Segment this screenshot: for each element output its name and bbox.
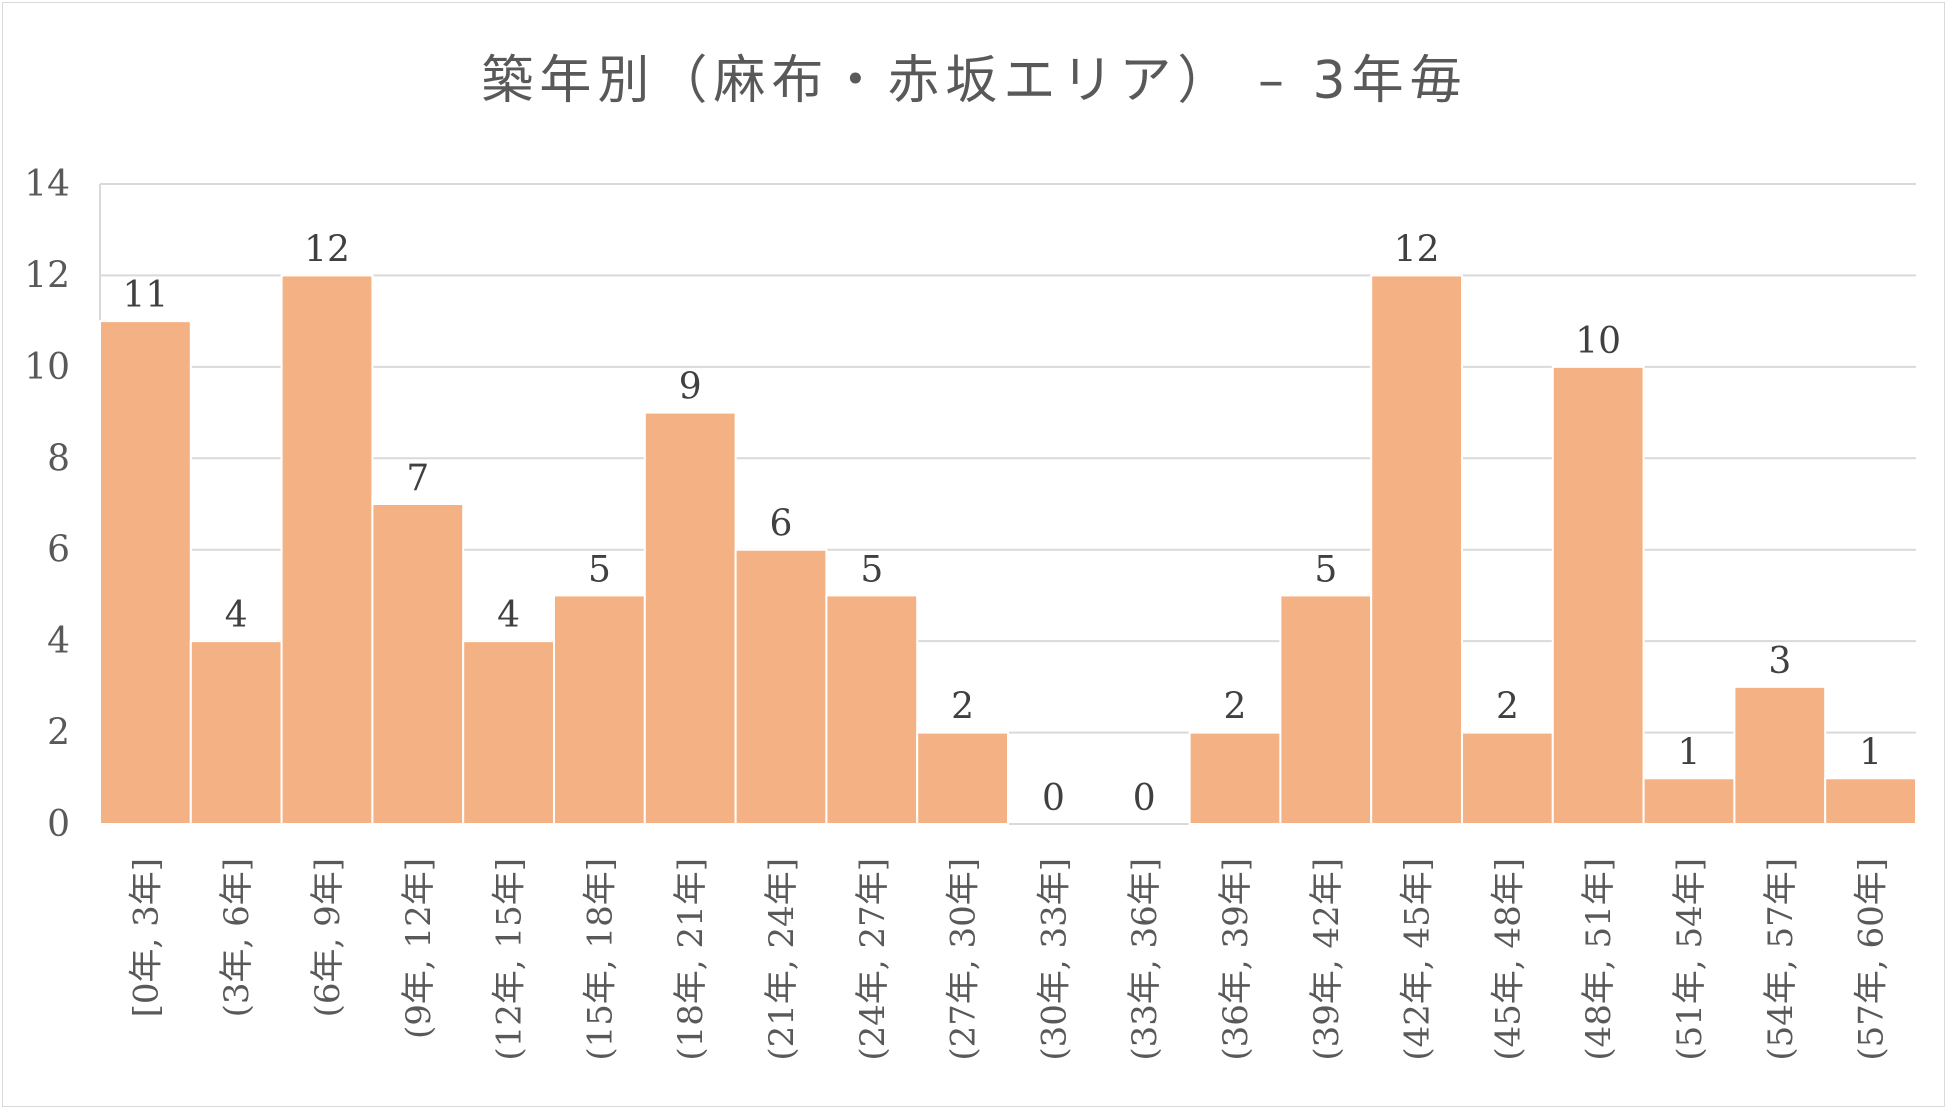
- bar: [1733, 685, 1827, 825]
- bar: [1642, 777, 1736, 825]
- x-tick-label: (12年, 15年]: [490, 858, 530, 1061]
- data-label: 6: [770, 504, 793, 545]
- bar: [1824, 777, 1917, 825]
- data-label: 7: [406, 458, 429, 499]
- x-tick-label: (51年, 54年]: [1670, 858, 1710, 1061]
- bar: [1461, 731, 1554, 825]
- x-tick-label: (3年, 6年]: [217, 858, 257, 1017]
- data-label: 2: [951, 687, 974, 728]
- x-tick-label: (33年, 36年]: [1125, 858, 1165, 1061]
- data-label: 5: [1314, 549, 1337, 590]
- bar: [1370, 274, 1463, 825]
- bar: [553, 594, 646, 826]
- x-tick-label: (27年, 30年]: [944, 858, 984, 1061]
- data-label: 0: [1042, 778, 1065, 819]
- data-label: 1: [1859, 732, 1882, 773]
- chart-title: 築年別（麻布・赤坂エリア） – 3年毎: [481, 51, 1468, 111]
- x-tick-label: (42年, 45年]: [1398, 858, 1438, 1061]
- x-tick-label: [0年, 3年]: [126, 858, 166, 1017]
- y-tick-label: 0: [47, 804, 70, 845]
- y-tick-label: 8: [47, 438, 70, 479]
- bar: [99, 320, 192, 825]
- data-label: 10: [1575, 321, 1621, 362]
- data-label: 2: [1496, 687, 1519, 728]
- bar: [916, 731, 1010, 825]
- x-axis: [0年, 3年] (3年, 6年] (6年, 9年] (9年, 12年] (12年, 1…: [126, 858, 1891, 1061]
- y-tick-label: 12: [24, 255, 70, 296]
- x-tick-label: (57年, 60年]: [1852, 858, 1892, 1061]
- data-label: 2: [1224, 687, 1247, 728]
- data-label: 3: [1768, 641, 1791, 682]
- data-label: 12: [304, 229, 350, 270]
- x-tick-label: (45年, 48年]: [1488, 858, 1528, 1061]
- x-tick-label: (36年, 39年]: [1216, 858, 1256, 1061]
- data-label: 9: [679, 367, 702, 408]
- x-tick-label: (6年, 9年]: [308, 858, 348, 1017]
- data-label: 4: [225, 595, 248, 636]
- y-tick-label: 2: [47, 713, 70, 754]
- y-axis: 0 2 4 6 8 10 12 14: [24, 164, 70, 845]
- data-label: 4: [497, 595, 520, 636]
- bar: [189, 640, 283, 826]
- data-label: 11: [122, 275, 168, 316]
- x-tick-label: (15年, 18年]: [580, 858, 620, 1061]
- y-tick-label: 4: [47, 621, 70, 662]
- bars: [99, 274, 1917, 826]
- y-tick-label: 14: [24, 164, 70, 205]
- data-label: 0: [1133, 778, 1156, 819]
- data-label: 1: [1678, 732, 1701, 773]
- bar: [371, 503, 465, 825]
- data-label: 12: [1394, 229, 1440, 270]
- data-label: 5: [860, 549, 883, 590]
- x-tick-label: (48年, 51年]: [1579, 858, 1619, 1061]
- data-label: 5: [588, 549, 611, 590]
- x-tick-label: (21年, 24年]: [762, 858, 802, 1061]
- bar: [734, 548, 828, 825]
- y-tick-label: 10: [24, 347, 70, 388]
- y-tick-label: 6: [47, 530, 70, 571]
- x-tick-label: (54年, 57年]: [1761, 858, 1801, 1061]
- x-tick-label: (24年, 27年]: [853, 858, 893, 1061]
- bar: [280, 274, 374, 825]
- bar: [643, 411, 737, 825]
- bar: [1279, 594, 1373, 826]
- data-labels: 11 4 12 7 4 5 9 6 5 2 0 0 2 5 12 2 10 1 3 1: [122, 229, 1882, 819]
- bar: [1551, 365, 1645, 825]
- bar: [1188, 731, 1282, 825]
- x-tick-label: (39年, 42年]: [1307, 858, 1347, 1061]
- x-tick-label: (30年, 33年]: [1034, 858, 1074, 1061]
- bar: [462, 640, 556, 826]
- bar: [825, 594, 919, 826]
- x-tick-label: (9年, 12年]: [399, 858, 439, 1039]
- x-tick-label: (18年, 21年]: [671, 858, 711, 1061]
